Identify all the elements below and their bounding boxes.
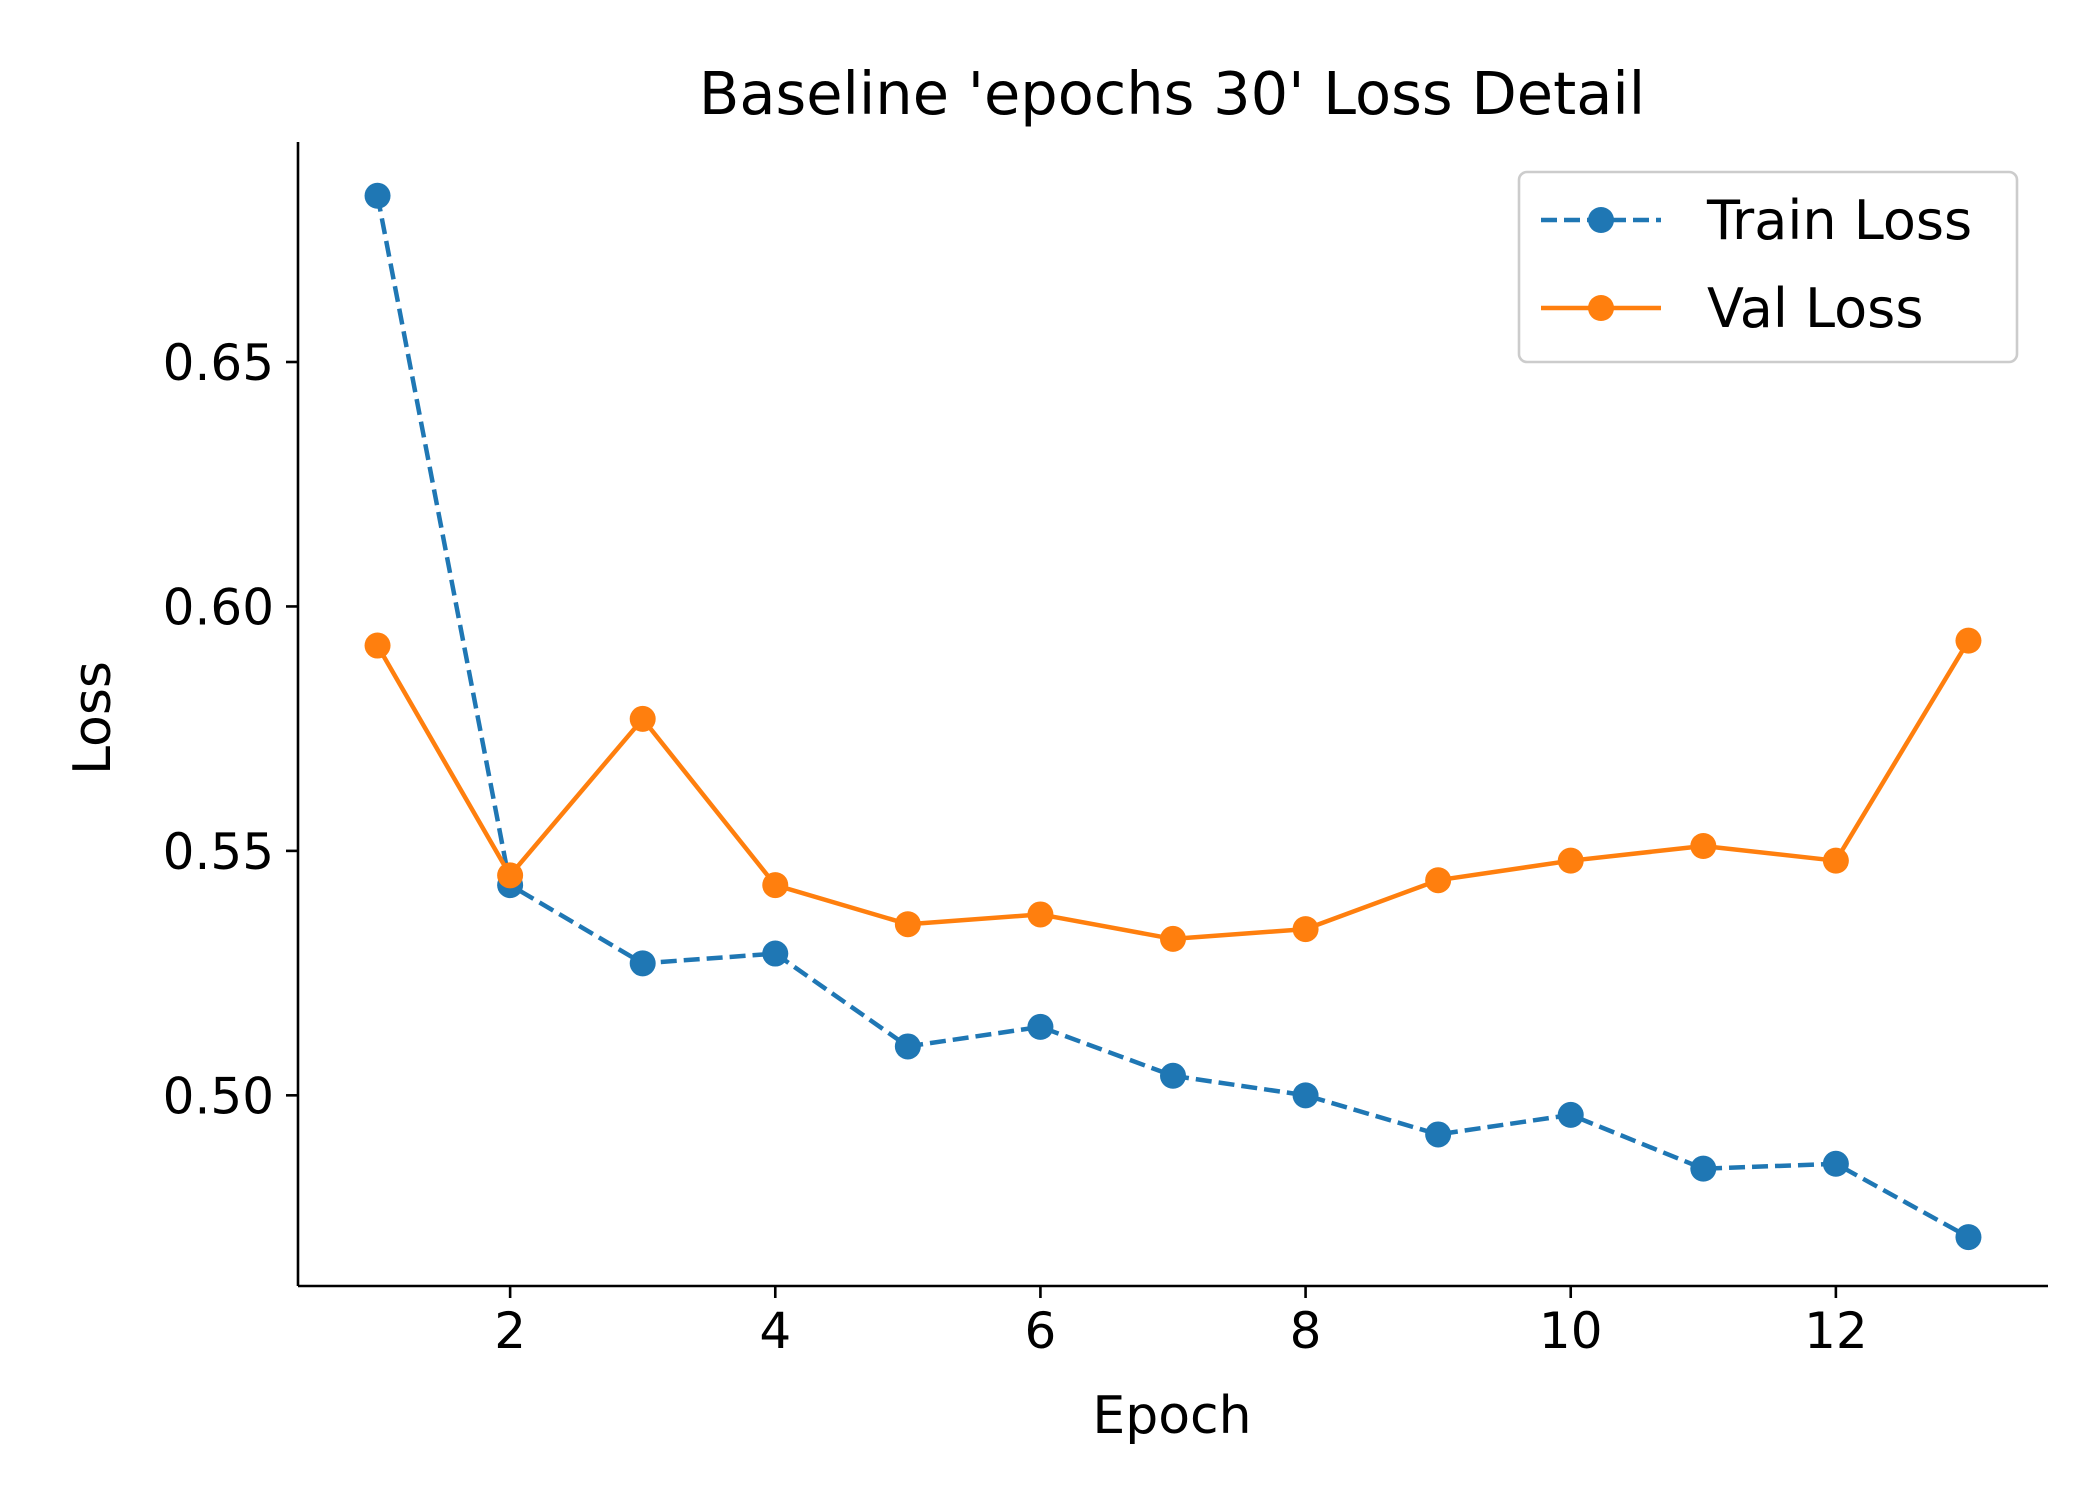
series-layer <box>364 182 1982 1251</box>
val-loss-point <box>1690 833 1717 859</box>
train-loss-point <box>1160 1062 1186 1089</box>
train-loss-point <box>1557 1101 1584 1128</box>
train-loss-point <box>1955 1224 1982 1251</box>
legend-label-train-loss: Train Loss <box>1706 189 1972 252</box>
val-loss-point <box>1292 916 1319 943</box>
train-loss-point <box>1822 1150 1849 1177</box>
plot-area: 2 4 6 8 10 12 0.50 0.55 0.60 0.65 <box>163 142 2048 1360</box>
val-loss-point <box>894 911 921 938</box>
y-tick-label: 0.55 <box>163 823 274 881</box>
x-axis-label: Epoch <box>1092 1386 1251 1446</box>
train-loss-point <box>1292 1082 1319 1109</box>
y-axis-label: Loss <box>63 661 123 775</box>
legend-marker-train-loss <box>1588 207 1614 233</box>
legend-entries: Train Loss Val Loss <box>1541 189 1972 340</box>
val-loss-line <box>375 639 1971 942</box>
x-tick-label: 2 <box>494 1302 526 1360</box>
legend-marker-val-loss <box>1588 295 1614 321</box>
x-tick-label: 6 <box>1025 1302 1057 1360</box>
x-axis-ticks: 2 4 6 8 10 12 <box>494 1286 1868 1360</box>
chart-title: Baseline 'epochs 30' Loss Detail <box>699 59 1645 128</box>
val-loss-point <box>1425 867 1452 894</box>
val-loss-point <box>1027 901 1054 928</box>
train-loss-point <box>1425 1121 1452 1148</box>
x-tick-label: 8 <box>1290 1302 1322 1360</box>
train-loss-point <box>1690 1155 1717 1182</box>
y-axis-ticks: 0.50 0.55 0.60 0.65 <box>163 334 298 1125</box>
val-loss-point <box>1557 847 1584 874</box>
x-tick-label: 4 <box>759 1302 791 1360</box>
val-loss-point <box>364 632 391 659</box>
train-loss-point <box>1027 1013 1054 1040</box>
x-tick-label: 10 <box>1539 1302 1603 1360</box>
val-loss-point <box>497 862 524 889</box>
val-loss-point <box>629 705 656 732</box>
train-loss-point <box>894 1033 921 1060</box>
val-loss-point <box>1822 847 1849 874</box>
train-loss-point <box>629 950 656 977</box>
val-loss-point <box>1160 925 1186 952</box>
y-tick-label: 0.60 <box>163 578 274 636</box>
legend-label-val-loss: Val Loss <box>1707 277 1923 340</box>
train-loss-point <box>364 182 391 209</box>
val-loss-point <box>1955 627 1982 654</box>
x-tick-label: 12 <box>1804 1302 1868 1360</box>
legend: Train Loss Val Loss <box>1517 170 2019 364</box>
y-tick-label: 0.50 <box>163 1067 274 1125</box>
train-loss-point <box>762 940 789 967</box>
y-tick-label: 0.65 <box>163 334 274 392</box>
val-loss-point <box>762 872 789 899</box>
